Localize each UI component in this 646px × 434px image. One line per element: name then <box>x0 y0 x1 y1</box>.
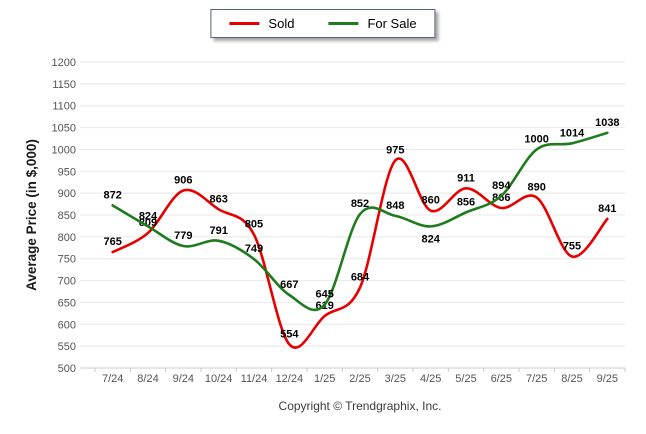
svg-text:650: 650 <box>58 297 76 309</box>
sold-line <box>111 157 609 349</box>
sold-point-label: 863 <box>209 193 227 205</box>
x-axis-label: 7/24 <box>102 373 123 385</box>
x-axis-label: 11/24 <box>241 373 268 385</box>
svg-text:600: 600 <box>58 319 76 331</box>
for-sale-point-label: 749 <box>245 243 263 255</box>
x-axis-label: 7/25 <box>526 373 547 385</box>
for-sale-point-label: 894 <box>492 180 511 192</box>
sold-point-label: 809 <box>139 217 157 229</box>
x-tick-labels: 7/24 8/24 9/24 10/24 11/24 12/24 1/25 2/25 3/25 4… <box>102 373 618 385</box>
for-sale-point-label: 1038 <box>595 117 619 129</box>
sold-line-swatch <box>229 22 260 25</box>
legend-label-sold: Sold <box>268 16 295 31</box>
for-sale-point-label: 824 <box>139 210 158 222</box>
svg-text:1150: 1150 <box>52 79 76 91</box>
for-sale-point-label: 856 <box>457 196 475 208</box>
for-sale-point-label: 1014 <box>560 127 585 139</box>
x-axis-label: 9/25 <box>597 373 618 385</box>
for-sale-point-label: 852 <box>351 198 369 210</box>
x-axis-label: 10/24 <box>205 373 233 385</box>
y-gridlines <box>80 61 625 369</box>
sold-point-label: 860 <box>421 195 439 207</box>
sold-point-label: 684 <box>351 272 370 284</box>
x-axis-label: 3/25 <box>385 373 406 385</box>
y-axis-title: Average Price (in $,000) <box>24 139 39 291</box>
for-sale-point-label: 872 <box>103 189 121 201</box>
legend-item-sold: Sold <box>229 16 294 31</box>
x-axis-label: 8/25 <box>561 373 582 385</box>
svg-text:800: 800 <box>58 232 76 244</box>
for-sale-point-label: 791 <box>209 225 227 237</box>
x-axis-label: 5/25 <box>455 373 476 385</box>
sold-point-label: 755 <box>563 241 581 253</box>
sold-point-label: 841 <box>598 203 616 215</box>
x-axis-label: 8/24 <box>137 373 158 385</box>
x-axis-label: 4/25 <box>420 373 441 385</box>
for-sale-point-label: 848 <box>386 200 404 212</box>
for-sale-point-label: 779 <box>174 230 192 242</box>
for-sale-point-label: 667 <box>280 279 298 291</box>
x-ticks <box>94 368 626 372</box>
chart-legend: Sold For Sale <box>210 9 436 38</box>
for-sale-point-labels: 872 824 779 791 749 667 645 852 848 824 856 894 1000… <box>103 117 619 301</box>
legend-label-for-sale: For Sale <box>367 16 417 31</box>
svg-text:500: 500 <box>58 363 76 375</box>
svg-text:750: 750 <box>58 254 76 266</box>
for-sale-point-label: 645 <box>315 289 333 301</box>
svg-text:950: 950 <box>58 166 76 178</box>
sold-point-label: 765 <box>103 236 121 248</box>
svg-text:550: 550 <box>58 341 76 353</box>
x-axis-label: 1/25 <box>314 373 335 385</box>
svg-text:700: 700 <box>58 276 76 288</box>
copyright-text: Copyright © Trendgraphix, Inc. <box>278 399 442 413</box>
for-sale-point-label: 1000 <box>524 133 548 145</box>
price-trend-chart: 500 550 600 650 700 750 800 850 900 950 1000 1050 11… <box>24 57 626 385</box>
x-axis-label: 9/24 <box>173 373 194 385</box>
for-sale-line-swatch <box>328 22 359 25</box>
sold-point-label: 911 <box>457 172 475 184</box>
svg-text:850: 850 <box>58 210 76 222</box>
sold-point-label: 805 <box>245 219 263 231</box>
x-axis-label: 6/25 <box>491 373 512 385</box>
sold-point-label: 906 <box>174 175 192 187</box>
x-axis-label: 2/25 <box>349 373 370 385</box>
svg-text:1050: 1050 <box>52 123 76 135</box>
for-sale-point-label: 824 <box>421 233 440 245</box>
sold-point-label: 554 <box>280 328 299 340</box>
for-sale-line <box>111 131 609 312</box>
sold-point-labels: 7658099068638055546196849758609118668907… <box>103 144 616 340</box>
sold-point-label: 866 <box>492 192 510 204</box>
x-axis-label: 12/24 <box>276 373 304 385</box>
y-tick-labels: 500 550 600 650 700 750 800 850 900 950 1000 1050 11… <box>52 57 76 375</box>
svg-text:1100: 1100 <box>52 101 76 113</box>
legend-item-for-sale: For Sale <box>328 16 417 31</box>
sold-point-label: 975 <box>386 144 404 156</box>
sold-point-label: 890 <box>527 182 545 194</box>
svg-text:900: 900 <box>58 188 76 200</box>
svg-text:1000: 1000 <box>52 144 76 156</box>
svg-text:1200: 1200 <box>52 57 76 69</box>
